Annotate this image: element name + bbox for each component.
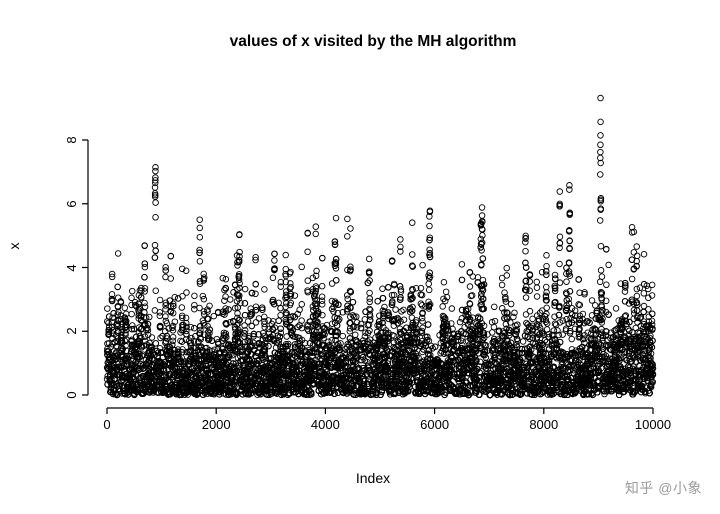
- y-tick-label: 8: [64, 136, 79, 144]
- x-tick-label: 2000: [201, 417, 231, 432]
- x-tick-label: 10000: [634, 417, 672, 432]
- x-tick-label: 0: [103, 417, 111, 432]
- y-tick-label: 4: [64, 263, 79, 272]
- y-tick-label: 0: [64, 391, 79, 399]
- x-tick-label: 8000: [529, 417, 559, 432]
- y-tick-label: 2: [64, 327, 79, 335]
- x-tick-label: 6000: [420, 417, 450, 432]
- watermark-text: 知乎 @小象: [624, 480, 702, 496]
- y-tick-label: 6: [64, 200, 79, 208]
- y-axis-label: x: [6, 242, 22, 250]
- x-tick-label: 4000: [310, 417, 340, 432]
- x-axis-label: Index: [355, 470, 391, 486]
- chart-title: values of x visited by the MH algorithm: [229, 33, 517, 50]
